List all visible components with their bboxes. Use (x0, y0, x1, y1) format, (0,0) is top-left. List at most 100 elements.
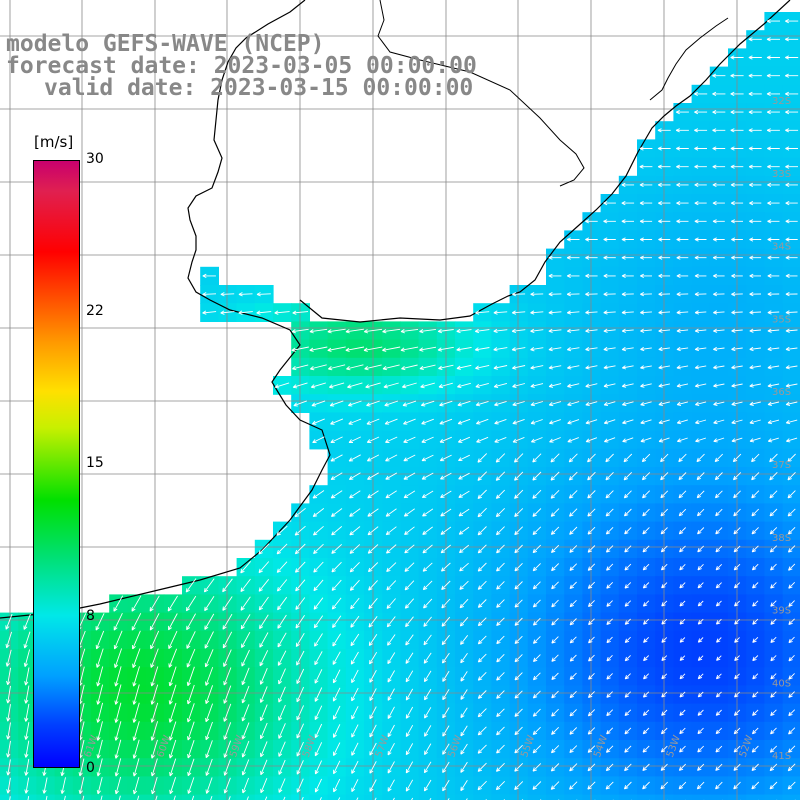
wind-arrow (733, 490, 741, 499)
wind-speed-cell (291, 794, 310, 800)
wind-arrow (387, 634, 396, 646)
wind-arrow (734, 691, 741, 698)
wind-arrow (587, 545, 596, 553)
wind-arrow (678, 781, 687, 790)
wind-arrow (313, 597, 324, 610)
wind-arrow (785, 365, 798, 370)
wind-arrow (495, 471, 506, 481)
wind-arrow (550, 489, 560, 499)
wind-arrow (532, 672, 541, 681)
wind-arrow (367, 490, 379, 499)
wind-speed-cell (618, 794, 638, 800)
wind-arrow (494, 418, 507, 425)
wind-arrow (640, 328, 652, 333)
wind-arrow (661, 673, 668, 680)
wind-arrow (770, 618, 777, 625)
wind-arrow (150, 684, 159, 705)
wind-arrow (767, 164, 780, 169)
wind-arrow (658, 383, 670, 388)
wind-arrow (694, 383, 707, 388)
wind-arrow (788, 654, 795, 662)
wind-arrow (512, 365, 526, 370)
wind-arrow (643, 618, 650, 625)
title-valid-date: valid date: 2023-03-15 00:00:00 (44, 75, 474, 101)
wind-arrow (660, 781, 669, 790)
wind-arrow (731, 237, 743, 242)
wind-arrow (113, 595, 124, 612)
wind-arrow (749, 310, 762, 315)
wind-arrow (296, 778, 304, 793)
wind-arrow (331, 597, 342, 610)
wind-arrow (587, 600, 595, 608)
wind-arrow (752, 655, 759, 662)
wind-arrow (477, 726, 487, 736)
wind-arrow (766, 91, 780, 97)
wind-arrow (351, 687, 359, 702)
wind-arrow (363, 346, 383, 352)
wind-arrow (694, 273, 707, 279)
wind-arrow (679, 691, 686, 698)
wind-arrow (550, 544, 560, 554)
wind-arrow (60, 777, 66, 794)
wind-arrow (440, 490, 452, 499)
wind-arrow (459, 598, 469, 609)
wind-arrow (603, 237, 616, 242)
wind-arrow (421, 418, 434, 425)
wind-arrow (6, 740, 11, 758)
wind-arrow (752, 582, 759, 589)
wind-arrow (715, 727, 723, 735)
wind-arrow (766, 55, 780, 60)
wind-arrow (603, 273, 616, 279)
wind-arrow (132, 721, 140, 741)
wind-arrow (493, 347, 508, 352)
wind-arrow (749, 219, 762, 224)
wind-arrow (168, 702, 177, 723)
wind-arrow (676, 383, 689, 388)
wind-arrow (622, 437, 634, 443)
wind-arrow (640, 365, 652, 370)
wind-arrow (296, 668, 305, 684)
wind-arrow (168, 684, 177, 705)
wind-arrow (403, 454, 416, 462)
wind-arrow (350, 615, 360, 628)
wind-arrow (788, 563, 796, 571)
wind-arrow (258, 561, 270, 574)
wind-arrow (259, 704, 268, 722)
wind-arrow (403, 508, 415, 517)
wind-arrow (314, 742, 323, 757)
wind-arrow (441, 580, 451, 591)
wind-arrow (658, 401, 670, 406)
wind-arrow (548, 383, 562, 388)
wind-arrow (404, 526, 415, 536)
wind-arrow (767, 419, 780, 425)
wind-arrow (259, 722, 268, 740)
wind-arrow (5, 649, 12, 667)
wind-arrow (748, 164, 762, 169)
wind-arrow (588, 672, 595, 680)
wind-arrow (785, 237, 798, 242)
wind-arrow (585, 365, 598, 370)
wind-arrow (331, 543, 343, 554)
wind-arrow (751, 508, 760, 517)
wind-arrow (642, 763, 650, 772)
wind-arrow (569, 636, 577, 644)
wind-arrow (42, 777, 48, 794)
colorbar-tick-15: 15 (86, 455, 104, 471)
wind-arrow (675, 109, 689, 115)
wind-arrow (731, 310, 743, 315)
wind-arrow (640, 419, 652, 425)
wind-arrow (241, 649, 250, 667)
wind-arrow (296, 705, 305, 721)
latitude-label: 34S (772, 242, 791, 253)
wind-arrow (310, 364, 327, 371)
wind-arrow (459, 617, 469, 627)
wind-arrow (512, 292, 526, 297)
wind-arrow (456, 346, 472, 352)
wind-arrow (385, 508, 397, 517)
wind-arrow (715, 673, 722, 680)
wind-arrow (404, 544, 415, 554)
wind-speed-cell (782, 794, 800, 800)
wind-arrow (368, 580, 378, 591)
wind-arrow (585, 237, 598, 242)
wind-arrow (788, 691, 795, 698)
